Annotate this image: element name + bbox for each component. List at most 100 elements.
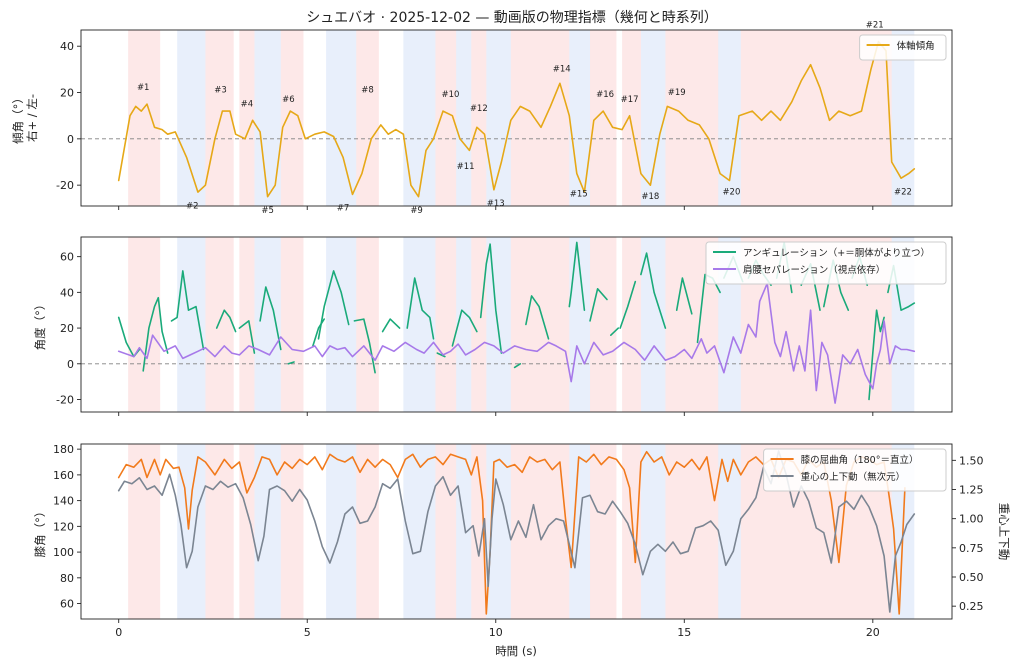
series-line-1: [513, 362, 522, 369]
y-tick-label: 80: [60, 572, 74, 585]
legend-label: 体軸傾角: [897, 40, 935, 52]
phase-band-red: [356, 444, 379, 619]
phase-band-red: [205, 444, 234, 619]
y-right-axis-label: 重心上下動: [997, 503, 1011, 561]
series-line-1: [317, 270, 350, 340]
phase-band-red: [205, 237, 234, 412]
phase-band-blue: [718, 30, 741, 206]
y-tick-label: -20: [56, 179, 74, 192]
panel-1: #1#2#3#4#5#6#7#8#9#10#11#12#13#14#15#16 #…: [11, 21, 953, 216]
phase-band-blue: [640, 444, 666, 619]
phase-band-red: [471, 237, 487, 412]
legend-label: 膝の屈曲角（180°＝直立）: [801, 454, 919, 466]
phase-band-blue: [486, 237, 511, 412]
legend-label: アンギュレーション（+＝胴体がより立つ）: [743, 247, 930, 259]
phase-band-blue: [403, 30, 436, 206]
peak-annotation: #16: [596, 90, 614, 100]
legend-box: [763, 448, 947, 492]
series-line-1: [479, 243, 503, 354]
phase-band-blue: [456, 30, 472, 206]
series-group: [117, 40, 916, 198]
y-tick-label: 60: [60, 598, 74, 611]
legend-label: 肩腰セパレーション（視点依存）: [743, 264, 885, 276]
phase-band-red: [435, 444, 457, 619]
phase-band-blue: [326, 237, 357, 412]
y-tick-label: -20: [56, 394, 74, 407]
phase-band-red: [435, 237, 457, 412]
legend-box: [859, 34, 947, 61]
peak-annotation: #18: [641, 192, 659, 202]
y-tick-label: 20: [60, 322, 74, 335]
phase-band-blue: [569, 237, 591, 412]
series-line-1: [381, 318, 401, 333]
phase-band-blue: [177, 237, 206, 412]
phase-band-red: [590, 237, 617, 412]
peak-annotation: #22: [894, 187, 912, 197]
phase-band-blue: [891, 30, 915, 206]
y-axis-label: 傾角（°）: [11, 92, 25, 144]
series-line-1: [868, 309, 885, 401]
series-line-1: [406, 277, 435, 340]
axes-frame: [80, 29, 953, 207]
peak-annotation: #21: [866, 21, 884, 31]
peak-annotation: #19: [668, 88, 686, 98]
peak-annotation: #1: [137, 83, 150, 93]
peak-annotation: #14: [553, 65, 571, 75]
series-line-1: [675, 277, 693, 315]
y-right-tick-label: 0.25: [959, 600, 984, 613]
phase-band-red: [622, 30, 641, 206]
phase-band-red: [128, 30, 161, 206]
peak-annotation: #15: [570, 190, 588, 200]
phase-band-blue: [569, 30, 591, 206]
phase-band-blue: [486, 444, 511, 619]
phase-band-red: [510, 237, 570, 412]
phase-band-red: [356, 237, 379, 412]
phase-band-red: [280, 444, 304, 619]
y-tick-label: 60: [60, 251, 74, 264]
phase-band-red: [128, 444, 161, 619]
phase-band-red: [239, 30, 255, 206]
series-line-1: [287, 361, 295, 365]
series-line-1: [117, 40, 916, 198]
peak-annotation: #13: [487, 199, 505, 209]
y-right-tick-label: 1.00: [959, 513, 984, 526]
phase-band-blue: [326, 444, 357, 619]
legend-label: 重心の上下動（無次元）: [801, 471, 906, 483]
series-line-1: [619, 280, 637, 329]
phase-band-blue: [177, 30, 206, 206]
y-axis-label: 角度（°）: [33, 299, 47, 351]
phase-band-red: [280, 237, 304, 412]
phase-band-red: [239, 237, 255, 412]
phase-band-blue: [486, 30, 511, 206]
axes-frame: [80, 443, 953, 620]
peak-annotation: #4: [241, 99, 254, 109]
peak-annotation: #8: [361, 86, 374, 96]
peak-annotation: #5: [261, 206, 274, 216]
phase-band-red: [471, 444, 487, 619]
y-right-tick-label: 0.75: [959, 542, 984, 555]
phase-band-red: [471, 30, 487, 206]
phase-band-red: [590, 444, 617, 619]
phase-band-blue: [640, 30, 666, 206]
panel-2: -20 0 20 40 60 角度（°） アンギュレーション（+＝胴体がより立つ） 肩腰セパレ…: [33, 236, 953, 416]
y-right-tick-label: 0.50: [959, 571, 984, 584]
y-tick-label: 120: [53, 520, 74, 533]
series-line-1: [525, 295, 550, 340]
series-line-1: [238, 320, 256, 354]
peak-annotation: #9: [410, 206, 423, 216]
y-tick-label: 100: [53, 546, 74, 559]
phase-band-blue: [569, 444, 591, 619]
phase-band-red: [239, 444, 255, 619]
series-line-1: [609, 327, 620, 337]
y-tick-label: 40: [60, 286, 74, 299]
series-line-1: [451, 309, 478, 347]
x-axis-label: 時間 (s): [495, 644, 537, 658]
y-axis-label: 膝角（°）: [33, 506, 47, 558]
x-tick-label: 15: [677, 626, 691, 639]
phase-band-blue: [640, 237, 666, 412]
series-line-1: [436, 352, 446, 358]
peak-annotation: #12: [470, 104, 488, 114]
y-tick-label: 40: [60, 40, 74, 53]
